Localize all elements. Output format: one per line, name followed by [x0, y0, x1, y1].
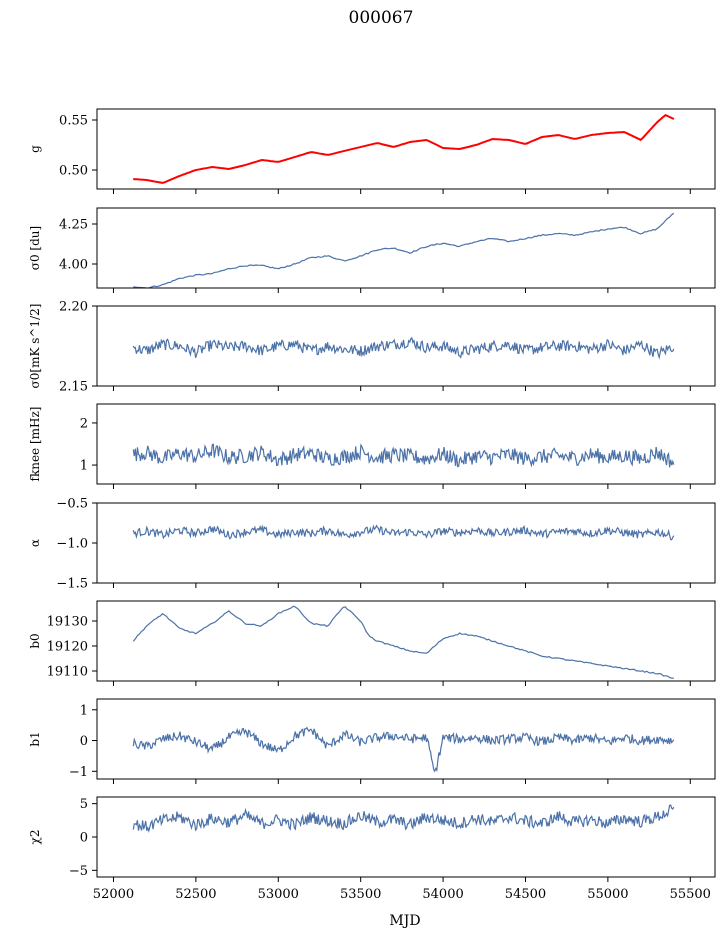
y-tick-label-sigma0-du: 4.25	[59, 218, 88, 233]
axis-frame-b1	[96, 698, 716, 780]
y-axis-label-b0: b0	[28, 633, 42, 648]
y-tick-label-fknee: 2	[80, 416, 88, 431]
y-tick-label-sigma0-mk: 2.15	[59, 380, 88, 395]
series-line-sigma0-du	[133, 212, 675, 288]
x-tick-label: 52000	[93, 887, 134, 902]
y-tick-label-alpha: −0.5	[56, 497, 88, 512]
y-tick-label-chi2: 0	[80, 831, 88, 846]
panel-sigma0-mk: 2.15 2.20 σ0[mK s^1/2]	[28, 300, 716, 395]
axis-frame-g	[96, 108, 716, 190]
series-line-b0	[132, 605, 674, 679]
y-tick-label-g: 0.55	[59, 114, 88, 129]
x-tick-label: 53500	[340, 887, 381, 902]
axis-frame-sigma0-du	[96, 207, 716, 289]
series-line-alpha	[132, 524, 675, 541]
y-tick-label-chi2: −5	[69, 864, 88, 879]
panel-g: 0.50 0.55 g	[28, 108, 716, 194]
x-tick-label: 54000	[422, 887, 463, 902]
axis-frame-b0	[96, 600, 716, 682]
y-tick-label-chi2: 5	[80, 797, 88, 812]
y-axis-label-chi2: χ2	[28, 830, 42, 845]
x-tick-label: 55500	[670, 887, 711, 902]
panel-b0: 19110 19120 19130 b0	[28, 600, 716, 686]
y-tick-label-b0: 19120	[47, 640, 88, 655]
y-tick-label-b1: 1	[80, 703, 88, 718]
y-axis-label-b1: b1	[28, 731, 42, 746]
y-tick-label-sigma0-mk: 2.20	[59, 300, 88, 315]
x-tick-label: 53000	[258, 887, 299, 902]
series-line-b1	[132, 726, 675, 773]
panels: 0.50 0.55 g 4.00 4.25 σ0 [du] 2.15 2.20 σ0[mK s^…	[28, 108, 716, 882]
series-line-g	[133, 114, 675, 184]
y-tick-label-sigma0-du: 4.00	[59, 258, 88, 273]
y-axis-label-alpha: α	[28, 539, 42, 547]
panel-chi2: −5 0 5 χ2	[28, 796, 716, 882]
y-axis-label-g: g	[28, 145, 42, 153]
series-line-fknee	[132, 443, 675, 468]
panel-sigma0-du: 4.00 4.25 σ0 [du]	[28, 207, 716, 293]
y-tick-label-alpha: −1.5	[56, 577, 88, 592]
series-line-sigma0-mk	[132, 336, 675, 360]
x-axis: 52000 52500 53000 53500 54000 54500 55000 55500	[93, 887, 711, 902]
chart-title: 000067	[349, 8, 414, 28]
y-tick-label-b1: 0	[80, 734, 88, 749]
y-tick-label-b0: 19110	[47, 665, 88, 680]
fit-line-g	[133, 113, 675, 184]
axis-frame-chi2	[96, 796, 716, 878]
axis-frame-sigma0-mk	[96, 305, 716, 387]
x-tick-label: 52500	[175, 887, 216, 902]
panel-b1: −1 0 1 b1	[28, 698, 716, 784]
axis-frame-alpha	[96, 502, 716, 584]
y-tick-label-alpha: −1.0	[56, 537, 88, 552]
y-tick-label-fknee: 1	[80, 459, 88, 474]
axis-frame-fknee	[96, 403, 716, 485]
series-line-chi2	[132, 804, 675, 834]
y-tick-label-g: 0.50	[59, 164, 88, 179]
x-tick-label: 54500	[505, 887, 546, 902]
y-axis-label-sigma0-du: σ0 [du]	[28, 226, 42, 270]
y-tick-label-b0: 19130	[47, 615, 88, 630]
y-axis-label-fknee: fknee [mHz]	[28, 407, 42, 482]
y-tick-label-b1: −1	[69, 765, 88, 780]
panel-fknee: 1 2 fknee [mHz]	[28, 403, 716, 489]
x-tick-label: 55000	[587, 887, 628, 902]
x-axis-label: MJD	[389, 913, 420, 929]
panel-alpha: −1.5 −1.0 −0.5 α	[28, 497, 716, 592]
y-axis-label-sigma0-mk: σ0[mK s^1/2]	[28, 304, 42, 389]
